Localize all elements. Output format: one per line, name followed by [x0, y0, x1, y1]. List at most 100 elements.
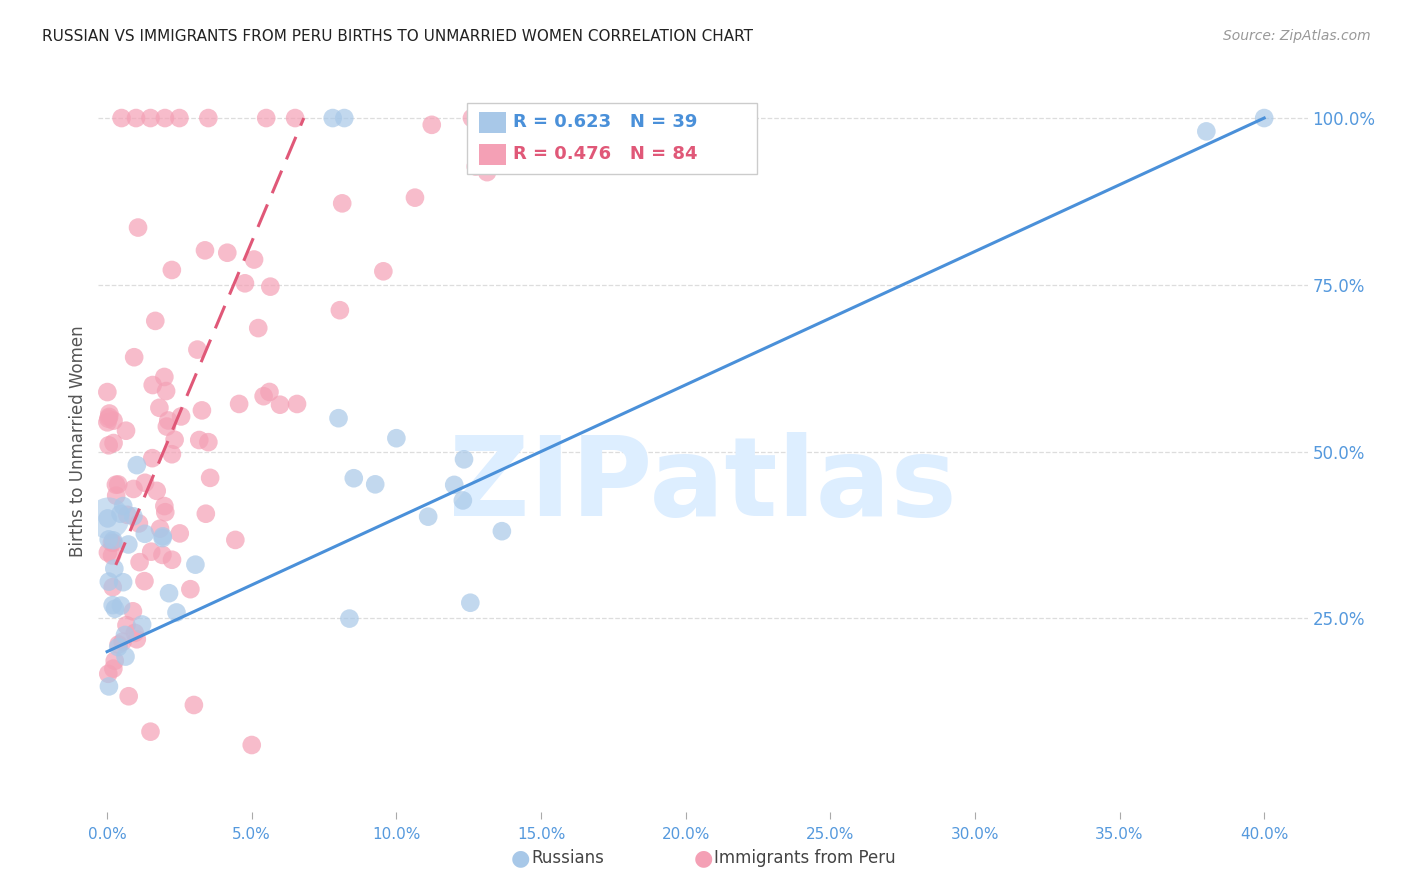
Point [155, 384, 177, 398]
Point [157, 586, 180, 600]
Point [141, 451, 163, 466]
Point [188, 433, 211, 447]
Point [155, 505, 177, 519]
Point [107, 638, 129, 652]
Point [253, 389, 276, 403]
Point [122, 509, 145, 524]
Text: R = 0.623   N = 39: R = 0.623 N = 39 [513, 113, 697, 131]
Point [103, 436, 125, 450]
Point [160, 447, 183, 461]
Point [152, 529, 174, 543]
Point [170, 409, 193, 424]
Point [101, 580, 124, 594]
Point [97, 680, 120, 694]
Point [125, 111, 148, 125]
Point [148, 401, 170, 415]
Point [453, 452, 475, 467]
Point [259, 384, 281, 399]
Point [152, 548, 174, 562]
Point [333, 111, 356, 125]
Point [101, 533, 124, 548]
Point [489, 111, 512, 125]
Text: ●: ● [693, 848, 713, 868]
Text: Immigrants from Peru: Immigrants from Peru [714, 849, 896, 867]
Point [112, 575, 135, 590]
Point [284, 111, 307, 125]
Text: Russians: Russians [531, 849, 605, 867]
Point [443, 478, 465, 492]
Point [184, 558, 207, 572]
Point [112, 499, 135, 513]
Point [179, 582, 201, 597]
Point [1253, 111, 1275, 125]
Point [128, 516, 150, 531]
Y-axis label: Births to Unmarried Women: Births to Unmarried Women [69, 326, 87, 558]
Point [186, 343, 208, 357]
Point [98, 407, 121, 421]
Point [259, 279, 281, 293]
Point [233, 277, 256, 291]
FancyBboxPatch shape [467, 103, 758, 174]
Point [115, 424, 138, 438]
Point [131, 617, 153, 632]
Point [134, 475, 156, 490]
Point [134, 526, 156, 541]
Point [197, 435, 219, 450]
Point [420, 118, 443, 132]
Bar [479, 112, 506, 133]
Point [98, 409, 121, 424]
Point [183, 698, 205, 712]
Point [125, 632, 148, 647]
Point [96, 415, 118, 429]
Point [157, 413, 180, 427]
Point [101, 535, 124, 549]
Text: ZIPatlas: ZIPatlas [449, 433, 957, 540]
Point [104, 601, 127, 615]
Point [194, 507, 217, 521]
Point [269, 398, 291, 412]
Point [115, 618, 138, 632]
Point [254, 111, 277, 125]
Point [143, 314, 166, 328]
Point [110, 111, 132, 125]
Point [139, 724, 162, 739]
Point [141, 544, 163, 558]
Point [153, 111, 176, 125]
Point [117, 537, 139, 551]
Point [152, 531, 174, 545]
Point [194, 244, 217, 258]
Point [418, 509, 440, 524]
Point [97, 438, 120, 452]
Text: Source: ZipAtlas.com: Source: ZipAtlas.com [1223, 29, 1371, 43]
Point [97, 511, 120, 525]
Point [153, 499, 176, 513]
Point [156, 419, 179, 434]
Point [373, 264, 395, 278]
Point [101, 549, 124, 563]
Point [149, 522, 172, 536]
Point [385, 431, 408, 445]
Point [339, 611, 361, 625]
Point [240, 738, 263, 752]
Point [97, 411, 120, 425]
Point [364, 477, 387, 491]
Point [139, 111, 162, 125]
Point [134, 574, 156, 589]
Point [97, 511, 120, 525]
Point [128, 555, 150, 569]
Point [160, 263, 183, 277]
Point [451, 493, 474, 508]
Point [329, 303, 352, 318]
Point [122, 604, 145, 618]
Point [110, 599, 132, 613]
Point [107, 640, 129, 654]
Point [103, 414, 125, 428]
Point [169, 526, 191, 541]
Point [191, 403, 214, 417]
Text: RUSSIAN VS IMMIGRANTS FROM PERU BIRTHS TO UNMARRIED WOMEN CORRELATION CHART: RUSSIAN VS IMMIGRANTS FROM PERU BIRTHS T… [42, 29, 754, 44]
Point [97, 574, 120, 589]
Point [475, 165, 498, 179]
Point [330, 196, 353, 211]
Point [160, 553, 183, 567]
Text: R = 0.476   N = 84: R = 0.476 N = 84 [513, 145, 697, 163]
